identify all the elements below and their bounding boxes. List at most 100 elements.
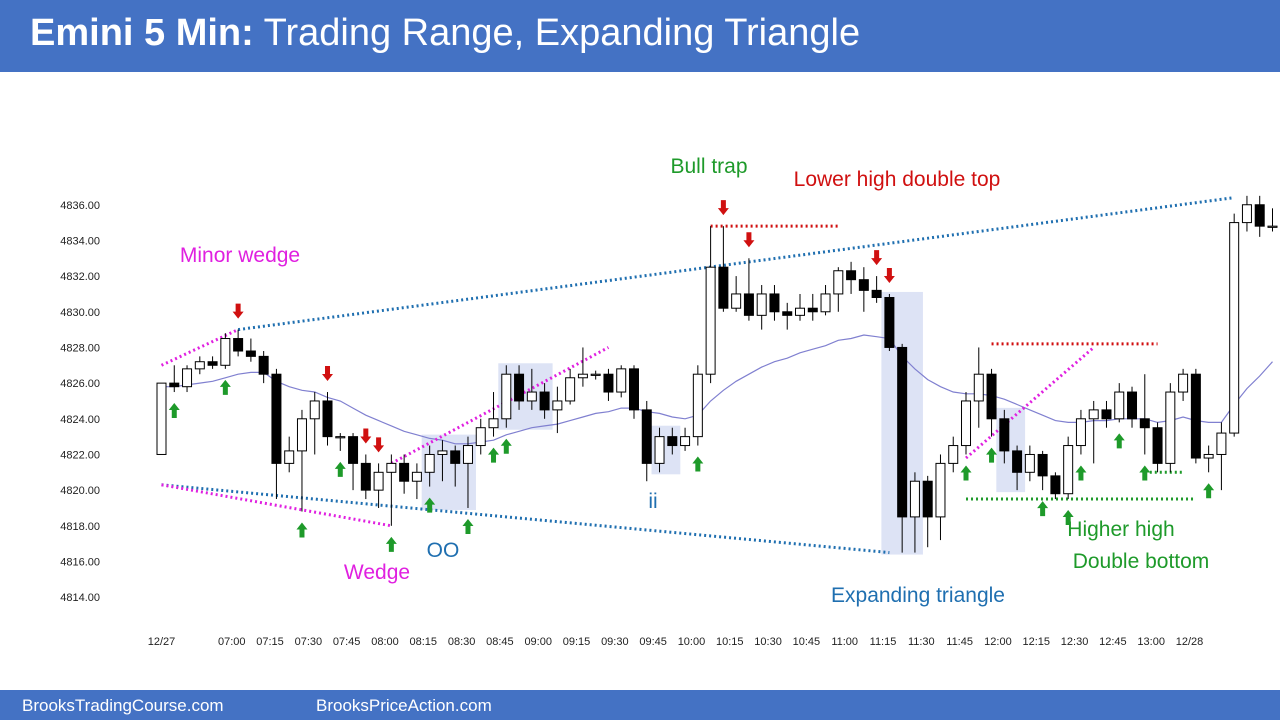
up-arrow xyxy=(219,379,231,395)
candle-body xyxy=(603,373,614,393)
y-tick-label: 4814.00 xyxy=(60,592,100,604)
x-tick-label: 11:30 xyxy=(908,636,935,648)
candlestick-chart: 4814.00 4816.00 4818.00 4820.00 4822.00 4824.… xyxy=(60,155,1278,648)
candle-body xyxy=(743,293,754,316)
annotation-label: Double bottom xyxy=(1073,550,1210,573)
candle-body xyxy=(1088,409,1099,420)
candle-body xyxy=(1190,373,1201,459)
x-tick-label: 08:15 xyxy=(410,636,438,648)
trend-line-4 xyxy=(390,346,610,465)
y-tick-label: 4836.00 xyxy=(60,200,100,212)
x-tick-label: 09:45 xyxy=(639,636,667,648)
candle-body xyxy=(667,436,678,447)
x-tick-label: 07:30 xyxy=(295,636,323,648)
candle-body xyxy=(501,373,512,420)
candle-body xyxy=(590,373,601,376)
candle-body xyxy=(1012,450,1023,473)
y-tick-label: 4828.00 xyxy=(60,342,100,354)
candle-body xyxy=(999,418,1010,452)
candle-body xyxy=(514,373,525,402)
up-arrow xyxy=(462,518,474,534)
x-tick-label: 11:45 xyxy=(946,636,973,648)
candle-body xyxy=(411,471,422,482)
x-tick-label: 08:45 xyxy=(486,636,514,648)
candle-body xyxy=(386,462,397,473)
y-tick-label: 4824.00 xyxy=(60,414,100,426)
candle-body xyxy=(1063,445,1074,495)
trend-line-5 xyxy=(965,346,1095,460)
candle-body xyxy=(1229,222,1240,434)
candle-body xyxy=(565,377,576,402)
candle-body xyxy=(909,480,920,518)
x-tick-label: 12:45 xyxy=(1099,636,1127,648)
candle-body xyxy=(1139,418,1150,429)
candle-body xyxy=(654,436,665,464)
candle-body xyxy=(182,368,193,388)
candle-body xyxy=(1037,453,1048,477)
annotation-label: Minor wedge xyxy=(180,244,300,267)
candle-body xyxy=(526,391,537,402)
candle-body xyxy=(488,418,499,429)
x-tick-label: 12:00 xyxy=(984,636,1012,648)
candle-body xyxy=(245,350,256,357)
x-tick-label: 11:15 xyxy=(870,636,897,648)
candle-body xyxy=(769,293,780,313)
candle-body xyxy=(194,361,205,370)
candle-body xyxy=(284,450,295,464)
candle-body xyxy=(795,307,805,316)
x-tick-label: 11:00 xyxy=(831,636,858,648)
y-tick-label: 4816.00 xyxy=(60,556,100,568)
candle-body xyxy=(680,436,691,447)
y-tick-label: 4818.00 xyxy=(60,521,100,533)
up-arrow xyxy=(296,522,308,538)
page-title: Emini 5 Min: Trading Range, Expanding Tr… xyxy=(30,12,860,55)
footer-left[interactable]: BrooksTradingCourse.com xyxy=(22,696,224,715)
down-arrow xyxy=(322,366,334,382)
x-tick-label: 10:00 xyxy=(678,636,706,648)
x-tick-label: 12:30 xyxy=(1061,636,1089,648)
candle-body xyxy=(1075,418,1086,447)
candle-body xyxy=(1050,475,1061,495)
annotation-label: Wedge xyxy=(344,561,410,584)
down-arrow xyxy=(743,232,755,248)
candle-body xyxy=(973,373,984,402)
footer-right[interactable]: BrooksPriceAction.com xyxy=(316,696,492,715)
down-arrow xyxy=(717,200,729,216)
up-arrow xyxy=(1037,501,1049,517)
annotation-label: OO xyxy=(427,539,460,562)
candle-body xyxy=(552,400,563,411)
x-tick-label: 08:30 xyxy=(448,636,476,648)
annotation-label: Expanding triangle xyxy=(831,584,1005,607)
candle-body xyxy=(961,400,972,447)
up-arrow xyxy=(1113,433,1125,449)
up-arrow xyxy=(692,456,704,472)
candle-body xyxy=(462,445,473,464)
candle-body xyxy=(577,373,588,379)
y-tick-label: 4826.00 xyxy=(60,378,100,390)
candle-body xyxy=(156,382,167,455)
candle-body xyxy=(258,355,269,375)
annotation-label: Higher high xyxy=(1067,518,1174,541)
candle-body xyxy=(399,462,410,482)
y-tick-label: 4830.00 xyxy=(60,307,100,319)
candle-body xyxy=(833,270,844,295)
candle-body xyxy=(756,293,767,316)
down-arrow xyxy=(232,303,244,319)
title-rest: Trading Range, Expanding Triangle xyxy=(263,12,861,54)
up-arrow xyxy=(424,497,436,513)
candle-body xyxy=(922,480,933,518)
candle-body xyxy=(437,450,448,455)
candle-body xyxy=(1241,204,1252,224)
down-arrow xyxy=(883,267,895,283)
x-tick-label: 12:15 xyxy=(1022,636,1050,648)
footer-bar: BrooksTradingCourse.com BrooksPriceActio… xyxy=(0,690,1280,720)
up-arrow xyxy=(986,447,998,463)
x-tick-label: 10:30 xyxy=(754,636,782,648)
y-tick-label: 4820.00 xyxy=(60,485,100,497)
candle-body xyxy=(335,436,346,439)
ema-line xyxy=(161,334,1273,445)
candle-body xyxy=(1165,391,1176,464)
candle-body xyxy=(884,297,895,348)
x-tick-label: 08:00 xyxy=(371,636,399,648)
candle-body xyxy=(897,346,908,518)
